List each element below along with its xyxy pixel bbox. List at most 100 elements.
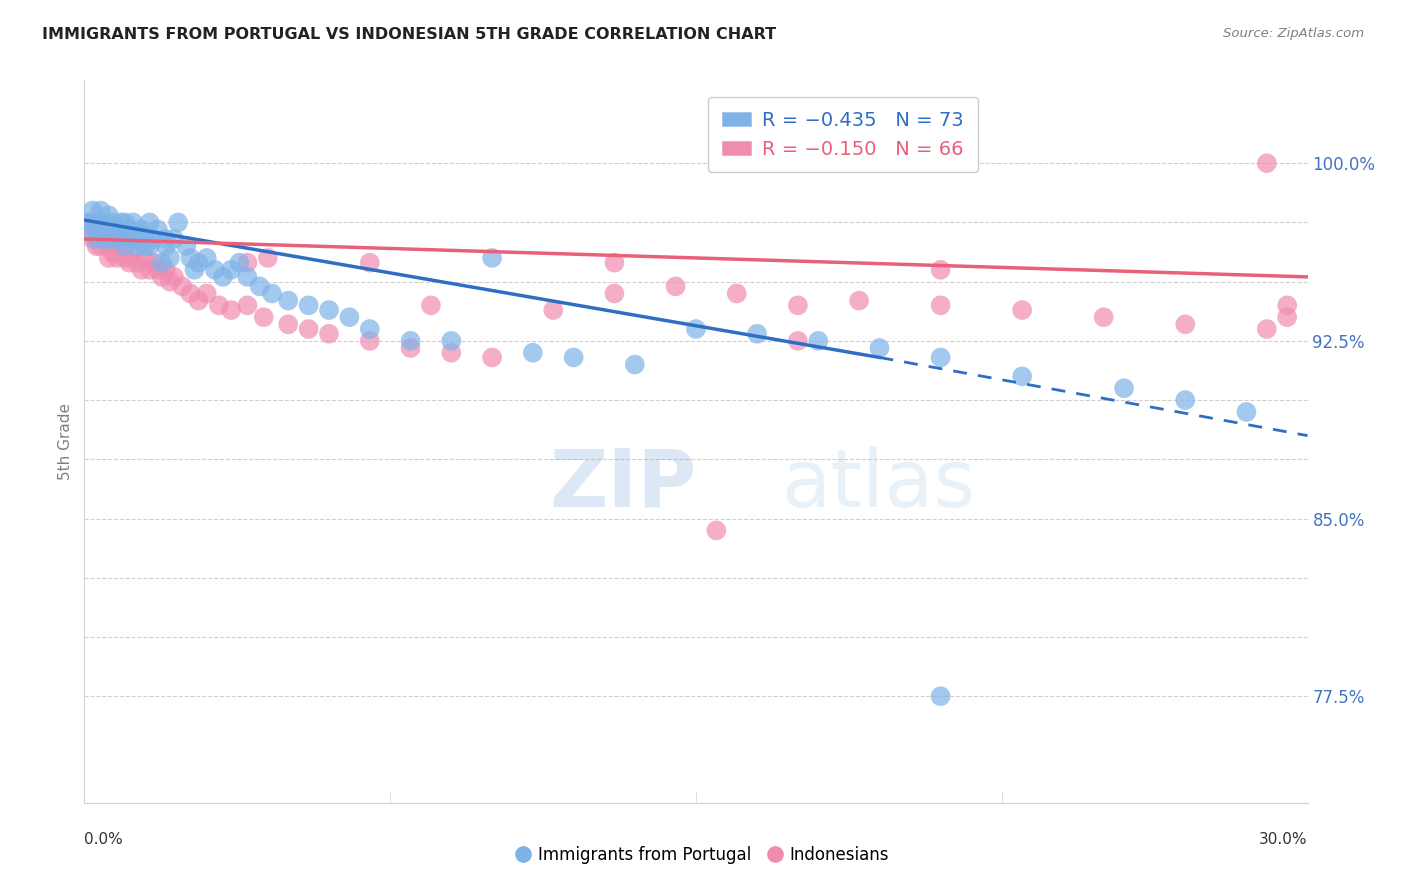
Point bbox=[298, 322, 321, 336]
Point bbox=[195, 251, 218, 265]
Point bbox=[150, 255, 173, 269]
Point bbox=[665, 279, 688, 293]
Point bbox=[706, 524, 728, 538]
Point bbox=[146, 222, 169, 236]
Point bbox=[236, 298, 259, 312]
Point bbox=[105, 239, 128, 253]
Point bbox=[179, 286, 201, 301]
Point bbox=[562, 351, 585, 365]
Point bbox=[1114, 381, 1136, 395]
Point bbox=[97, 208, 120, 222]
Point bbox=[249, 279, 271, 293]
Point bbox=[318, 326, 340, 341]
Point bbox=[318, 303, 340, 318]
Point bbox=[174, 239, 197, 253]
Point bbox=[359, 255, 381, 269]
Point bbox=[848, 293, 870, 308]
Point bbox=[82, 227, 104, 242]
Point bbox=[929, 351, 952, 365]
Point bbox=[481, 351, 503, 365]
Point bbox=[135, 232, 157, 246]
Point bbox=[543, 303, 565, 318]
Point bbox=[212, 269, 235, 284]
Point bbox=[105, 251, 128, 265]
Point bbox=[159, 275, 181, 289]
Point bbox=[624, 358, 647, 372]
Point bbox=[869, 341, 891, 355]
Point bbox=[101, 232, 124, 246]
Point bbox=[187, 293, 209, 308]
Point bbox=[236, 269, 259, 284]
Point bbox=[359, 334, 381, 348]
Point bbox=[82, 203, 104, 218]
Point bbox=[122, 246, 145, 260]
Point bbox=[183, 262, 205, 277]
Point bbox=[90, 227, 112, 242]
Point bbox=[105, 222, 128, 236]
Point bbox=[1174, 318, 1197, 332]
Point bbox=[260, 286, 283, 301]
Point bbox=[150, 269, 173, 284]
Point bbox=[127, 239, 149, 253]
Point bbox=[603, 255, 626, 269]
Point bbox=[77, 215, 100, 229]
Text: Source: ZipAtlas.com: Source: ZipAtlas.com bbox=[1223, 27, 1364, 40]
Point bbox=[747, 326, 769, 341]
Point bbox=[787, 298, 810, 312]
Legend: R = −0.435   N = 73, R = −0.150   N = 66: R = −0.435 N = 73, R = −0.150 N = 66 bbox=[707, 97, 977, 172]
Point bbox=[86, 215, 108, 229]
Point bbox=[359, 322, 381, 336]
Point bbox=[142, 255, 165, 269]
Point bbox=[86, 232, 108, 246]
Point bbox=[110, 227, 132, 242]
Point bbox=[97, 251, 120, 265]
Point bbox=[138, 215, 160, 229]
Point bbox=[114, 251, 136, 265]
Legend: Immigrants from Portugal, Indonesians: Immigrants from Portugal, Indonesians bbox=[510, 839, 896, 871]
Point bbox=[90, 203, 112, 218]
Point bbox=[114, 239, 136, 253]
Point bbox=[420, 298, 443, 312]
Point bbox=[138, 262, 160, 277]
Point bbox=[77, 215, 100, 229]
Point bbox=[167, 215, 190, 229]
Point bbox=[277, 318, 299, 332]
Point bbox=[807, 334, 830, 348]
Point bbox=[131, 262, 153, 277]
Point bbox=[86, 239, 108, 253]
Point bbox=[1092, 310, 1115, 325]
Point bbox=[187, 255, 209, 269]
Text: ZIP: ZIP bbox=[550, 446, 696, 524]
Point bbox=[172, 279, 194, 293]
Point bbox=[298, 298, 321, 312]
Point bbox=[135, 239, 157, 253]
Point bbox=[163, 232, 186, 246]
Point bbox=[253, 310, 276, 325]
Point bbox=[114, 215, 136, 229]
Point bbox=[97, 232, 120, 246]
Point bbox=[277, 293, 299, 308]
Point bbox=[138, 239, 160, 253]
Text: IMMIGRANTS FROM PORTUGAL VS INDONESIAN 5TH GRADE CORRELATION CHART: IMMIGRANTS FROM PORTUGAL VS INDONESIAN 5… bbox=[42, 27, 776, 42]
Point bbox=[110, 215, 132, 229]
Point bbox=[522, 345, 544, 359]
Point bbox=[257, 251, 280, 265]
Point bbox=[93, 232, 115, 246]
Point bbox=[93, 232, 115, 246]
Point bbox=[127, 232, 149, 246]
Point bbox=[399, 341, 422, 355]
Point bbox=[219, 303, 242, 318]
Point bbox=[179, 251, 201, 265]
Point bbox=[929, 262, 952, 277]
Point bbox=[787, 334, 810, 348]
Point bbox=[159, 251, 181, 265]
Point bbox=[155, 239, 177, 253]
Point bbox=[195, 286, 218, 301]
Point bbox=[82, 232, 104, 246]
Point bbox=[131, 227, 153, 242]
Point bbox=[929, 298, 952, 312]
Point bbox=[101, 246, 124, 260]
Point bbox=[118, 255, 141, 269]
Point bbox=[163, 269, 186, 284]
Point bbox=[118, 222, 141, 236]
